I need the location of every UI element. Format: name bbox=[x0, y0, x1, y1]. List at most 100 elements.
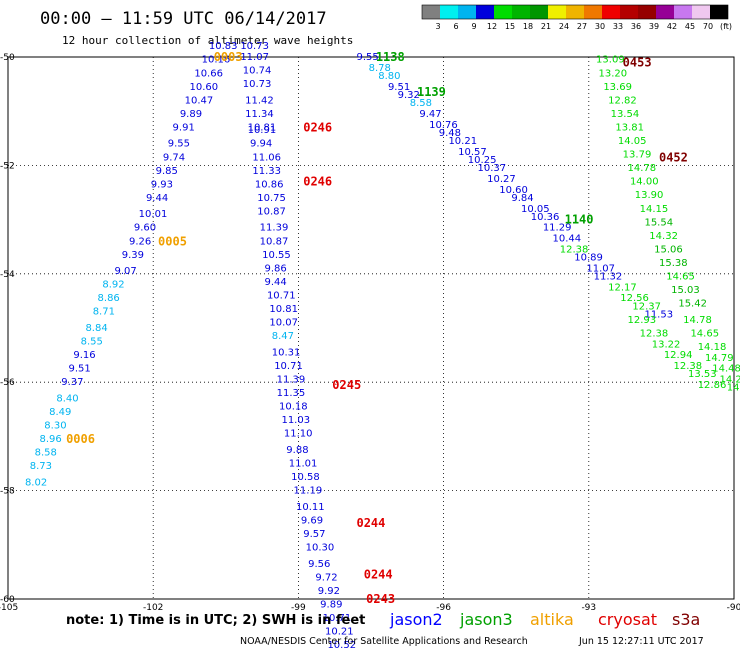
swh-value-label: 14.65 bbox=[690, 328, 719, 339]
y-tick-label: -50 bbox=[0, 53, 15, 63]
swh-value-label: 8.73 bbox=[30, 461, 52, 472]
swh-value-label: 9.57 bbox=[303, 529, 325, 540]
swh-value-label: 10.16 bbox=[202, 55, 231, 66]
y-tick-label: -58 bbox=[0, 487, 15, 497]
swh-value-label: 11.53 bbox=[644, 309, 673, 320]
chart-title: 00:00 – 11:59 UTC 06/14/2017 bbox=[40, 9, 327, 29]
swh-value-label: 11.33 bbox=[252, 166, 281, 177]
swh-value-label: 8.71 bbox=[93, 307, 115, 318]
swh-value-label: 10.75 bbox=[257, 193, 286, 204]
swh-value-label: 14.32 bbox=[649, 231, 678, 242]
swh-value-label: 9.56 bbox=[308, 559, 330, 570]
swh-value-label: 8.30 bbox=[44, 421, 66, 432]
swh-value-label: 8.47 bbox=[272, 331, 294, 342]
swh-value-label: 9.94 bbox=[250, 139, 272, 150]
swh-value-label: 10.74 bbox=[243, 66, 272, 77]
swh-value-label: 10.27 bbox=[487, 174, 516, 185]
swh-value-label: 12.94 bbox=[664, 350, 693, 361]
swh-value-label: 10.01 bbox=[139, 209, 168, 220]
colorbar-label: 15 bbox=[505, 22, 515, 31]
x-tick-label: -105 bbox=[0, 603, 18, 613]
time-labels: 0006 0005 0003 0246 0246 0245 0244 0244 0243 1138… bbox=[66, 50, 688, 606]
swh-value-label: 14.78 bbox=[683, 315, 712, 326]
swh-value-label: 9.47 bbox=[419, 109, 441, 120]
swh-value-label: 11.07 bbox=[240, 52, 269, 63]
colorbar-label: 9 bbox=[471, 22, 476, 31]
swh-value-label: 9.51 bbox=[388, 82, 410, 93]
swh-value-label: 11.39 bbox=[260, 223, 289, 234]
swh-value-label: 12.37 bbox=[632, 301, 661, 312]
swh-value-label: 15.06 bbox=[654, 244, 683, 255]
time-label: 1140 bbox=[565, 213, 594, 227]
swh-value-label: 9.86 bbox=[265, 263, 287, 274]
swh-value-label: 9.44 bbox=[146, 193, 168, 204]
swh-value-label: 8.40 bbox=[56, 393, 78, 404]
swh-value-label: 11.42 bbox=[245, 95, 274, 106]
swh-value-label: 9.89 bbox=[320, 599, 342, 610]
swh-value-label: 10.55 bbox=[262, 250, 291, 261]
footnote: note: 1) Time is in UTC; 2) SWH is in fe… bbox=[66, 613, 365, 628]
swh-value-label: 9.60 bbox=[134, 223, 156, 234]
swh-value-label: 12.38 bbox=[640, 328, 669, 339]
swh-value-label: 15.54 bbox=[644, 217, 673, 228]
swh-value-label: 10.36 bbox=[531, 212, 560, 223]
y-tick-label: -56 bbox=[0, 378, 15, 388]
swh-value-label: 12.38 bbox=[560, 244, 589, 255]
time-label: 0003 bbox=[214, 50, 243, 64]
plot-frame bbox=[7, 56, 735, 600]
axis-ticks: -105 -102 -99 -96 -93 -90 -50 -52 -54 -56 -58 -60 bbox=[0, 53, 740, 613]
swh-value-label: 11.32 bbox=[594, 272, 623, 283]
y-tick-label: -60 bbox=[0, 595, 15, 605]
colorbar-swatch bbox=[440, 5, 458, 19]
swh-value-label: 14.15 bbox=[640, 204, 669, 215]
swh-value-label: 10.18 bbox=[279, 402, 308, 413]
colorbar-label: 21 bbox=[541, 22, 551, 31]
swh-value-label: 14.00 bbox=[727, 383, 740, 394]
colorbar-label: 12 bbox=[487, 22, 497, 31]
swh-value-label: 10.76 bbox=[429, 120, 458, 131]
credit-text: NOAA/NESDIS Center for Satellite Applica… bbox=[240, 636, 528, 647]
swh-value-label: 8.49 bbox=[49, 407, 71, 418]
swh-value-label: 14.48 bbox=[712, 364, 740, 375]
swh-value-label: 12.38 bbox=[674, 361, 703, 372]
swh-value-label: 9.32 bbox=[398, 90, 420, 101]
time-label: 1138 bbox=[376, 50, 405, 64]
colorbar-label: 27 bbox=[577, 22, 587, 31]
colorbar-swatch bbox=[674, 5, 692, 19]
swh-value-label: 13.53 bbox=[688, 369, 717, 380]
time-label: 0244 bbox=[364, 568, 393, 582]
swh-value-label: 13.69 bbox=[603, 82, 632, 93]
swh-value-label: 9.37 bbox=[61, 377, 83, 388]
colorbar-swatch bbox=[530, 5, 548, 19]
time-label: 0246 bbox=[303, 175, 332, 189]
satellite-legend: jason2 jason3 altika cryosat s3a bbox=[389, 610, 700, 629]
swh-value-label: 10.73 bbox=[243, 79, 272, 90]
swh-value-label: 10.71 bbox=[267, 290, 296, 301]
swh-value-label: 10.87 bbox=[260, 236, 289, 247]
swh-value-label: 14.00 bbox=[630, 177, 659, 188]
colorbar-label: 45 bbox=[685, 22, 695, 31]
swh-value-label: 10.81 bbox=[269, 304, 298, 315]
swh-value-label: 8.80 bbox=[378, 71, 400, 82]
series-s3a: 13.09 13.20 13.69 12.82 13.54 13.81 14.05 13.79… bbox=[596, 55, 740, 394]
colorbar-swatch bbox=[602, 5, 620, 19]
swh-value-label: 12.56 bbox=[620, 293, 649, 304]
swh-value-label: 11.07 bbox=[586, 263, 615, 274]
timestamp-text: Jun 15 12:27:11 UTC 2017 bbox=[578, 636, 704, 647]
colorbar-label: 6 bbox=[453, 22, 458, 31]
time-label: 1139 bbox=[417, 85, 446, 99]
swh-value-label: 10.21 bbox=[448, 136, 477, 147]
swh-value-label: 10.87 bbox=[257, 206, 286, 217]
swh-value-label: 11.10 bbox=[284, 429, 313, 440]
swh-value-label: 8.02 bbox=[25, 477, 47, 488]
swh-value-label: 10.91 bbox=[248, 125, 277, 136]
swh-value-label: 10.89 bbox=[574, 253, 603, 264]
swh-value-label: 13.22 bbox=[652, 339, 681, 350]
colorbar-swatch bbox=[458, 5, 476, 19]
swh-value-label: 10.66 bbox=[194, 68, 223, 79]
swh-value-label: 9.92 bbox=[318, 586, 340, 597]
x-tick-label: -93 bbox=[581, 603, 596, 613]
swh-value-label: 11.06 bbox=[252, 152, 281, 163]
swh-value-label: 14.78 bbox=[628, 163, 657, 174]
swh-value-label: 10.60 bbox=[190, 82, 219, 93]
